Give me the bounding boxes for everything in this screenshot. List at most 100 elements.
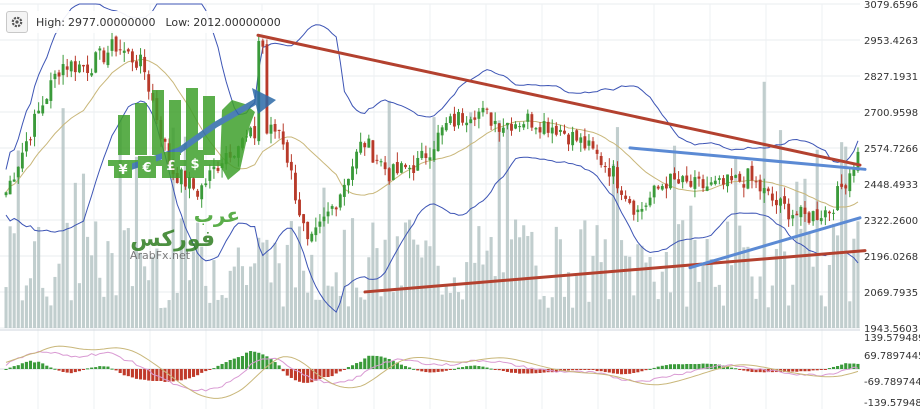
candle-body (775, 199, 778, 206)
candle-body (693, 177, 697, 189)
candle-body (216, 167, 220, 171)
candlestick (4, 191, 8, 198)
macd-bar (281, 369, 285, 372)
candle-body (571, 131, 575, 146)
candlestick (689, 174, 693, 188)
macd-bar (791, 369, 795, 372)
volume-bar (505, 124, 509, 328)
candlestick (791, 209, 795, 227)
candlestick (334, 206, 338, 217)
macd-bar (656, 366, 660, 369)
watermark-arabic-subtitle: فوركس (130, 227, 215, 252)
candle-body (603, 165, 607, 168)
candlestick (575, 128, 579, 143)
volume-bar (408, 219, 412, 328)
watermark-arabic-title: عرب (194, 203, 240, 227)
candlestick (351, 158, 354, 186)
candlestick (722, 175, 725, 190)
macd-bar (562, 369, 567, 371)
candlestick (844, 183, 848, 195)
volume-bar (334, 272, 338, 328)
macd-bar (603, 369, 607, 373)
volume-bar (819, 295, 823, 328)
macd-bar (175, 369, 179, 381)
volume-bar (603, 239, 607, 328)
candle-body (342, 184, 346, 197)
macd-bar (200, 369, 204, 373)
candle-body (758, 179, 762, 192)
volume-bar (758, 276, 762, 328)
candlestick (424, 145, 428, 165)
candle-body (457, 111, 460, 126)
volume-bar (685, 306, 689, 328)
candle-body (701, 179, 705, 189)
macd-bar (730, 367, 734, 369)
macd-bar (196, 369, 200, 376)
candlestick (485, 107, 489, 115)
macd-line (5, 350, 859, 392)
candlestick (787, 198, 791, 227)
macd-bar (114, 369, 118, 371)
candlestick (110, 31, 114, 57)
candlestick (126, 47, 130, 54)
candlestick (269, 116, 273, 144)
volume-bar (697, 281, 701, 328)
macd-bar (322, 369, 326, 378)
candle-body (770, 193, 774, 201)
candle-body (575, 130, 579, 141)
candle-body (347, 178, 350, 186)
volume-bar (481, 264, 485, 328)
macd-bar (110, 368, 114, 370)
macd-bar (204, 369, 208, 372)
candle-body (400, 163, 403, 173)
macd-bar (725, 366, 730, 369)
candlestick (762, 178, 766, 203)
volume-bar (424, 240, 428, 328)
volume-bar (269, 282, 273, 328)
candlestick (807, 210, 811, 225)
candlestick (200, 183, 204, 208)
volume-bar (261, 242, 265, 328)
volume-bar (469, 112, 473, 328)
macd-bar (526, 369, 530, 374)
candle-body (118, 49, 122, 51)
candlestick (587, 134, 591, 151)
macd-bar (709, 363, 713, 369)
candle-body (709, 182, 713, 185)
macd-bar (408, 367, 412, 369)
macd-bar (122, 369, 126, 376)
candlestick (408, 165, 412, 179)
macd-bar (787, 369, 791, 372)
volume-bar (28, 278, 33, 328)
candlestick (571, 126, 575, 151)
candlestick (685, 166, 689, 184)
candlestick (37, 102, 41, 114)
candle-body (253, 126, 257, 139)
volume-bar (412, 239, 416, 328)
macd-bar (155, 369, 159, 382)
macd-bar (302, 369, 306, 383)
macd-bar (567, 369, 571, 371)
volume-bar (436, 265, 440, 328)
macd-bar (371, 355, 375, 369)
candlestick (196, 188, 200, 200)
macd-bar (522, 369, 526, 374)
candlestick (644, 202, 648, 211)
volume-bar (183, 136, 187, 328)
macd-bar (240, 356, 245, 369)
volume-bar (831, 223, 836, 328)
volume-bar (16, 150, 20, 328)
macd-bar (648, 368, 652, 370)
candle-body (726, 174, 729, 187)
candle-body (538, 127, 542, 133)
volume-bar (501, 272, 505, 328)
candle-body (200, 185, 204, 200)
macd-bar (139, 369, 143, 380)
candle-body (518, 126, 522, 128)
candlestick (347, 178, 350, 194)
candle-body (314, 227, 318, 236)
settings-button[interactable] (6, 11, 28, 33)
candle-body (607, 168, 611, 177)
macd-bar (359, 361, 363, 369)
